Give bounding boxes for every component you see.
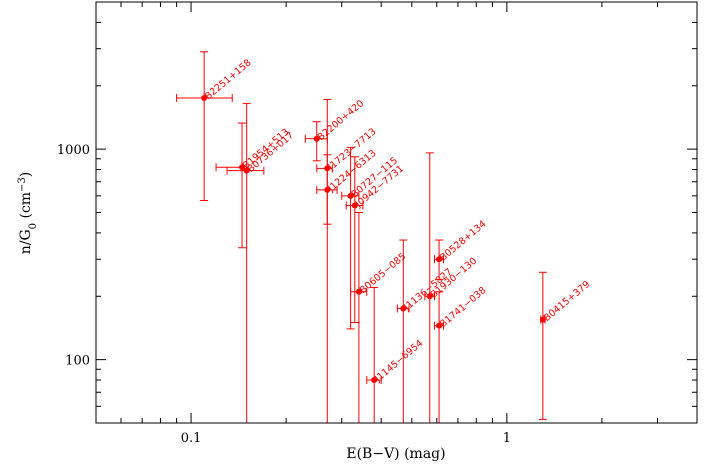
data-point xyxy=(436,256,443,263)
point-label: B2251+158 xyxy=(203,57,254,102)
point-label: B0528+134 xyxy=(438,219,489,264)
point-label: J1145−6954 xyxy=(372,338,425,385)
data-point xyxy=(324,186,331,193)
data-point xyxy=(539,316,546,323)
x-tick-label-0.1: 0.1 xyxy=(181,431,202,446)
y-tick-label-100: 100 xyxy=(65,354,90,369)
data-point xyxy=(243,167,250,174)
data-point xyxy=(426,293,433,300)
x-axis-label: E(B−V) (mag) xyxy=(346,446,445,462)
data-point xyxy=(355,288,362,295)
y-tick-label-1000: 1000 xyxy=(57,143,90,158)
data-point xyxy=(324,165,331,172)
point-label: B0605−085 xyxy=(358,251,409,296)
data-points xyxy=(201,94,546,384)
y-axis-label-sub: 0 xyxy=(28,223,39,229)
x-tick-label-1: 1 xyxy=(503,431,511,446)
data-point xyxy=(347,192,354,199)
data-point xyxy=(371,377,378,384)
y-axis-label-unit-sup: −3 xyxy=(17,177,28,192)
data-point xyxy=(201,94,208,101)
data-point xyxy=(351,202,358,209)
y-axis-label-unit: (cm xyxy=(18,192,34,223)
data-point xyxy=(313,135,320,142)
plot-frame xyxy=(95,1,698,424)
point-labels: B2251+158B1954+513B0736+017B2200+420J172… xyxy=(203,57,592,385)
data-point xyxy=(239,164,246,171)
y-axis-label-main: n/G xyxy=(18,229,34,254)
data-point xyxy=(436,322,443,329)
data-point xyxy=(400,305,407,312)
y-axis-label-unit-close: ) xyxy=(18,172,34,177)
y-axis-label: n/G0 (cm−3) xyxy=(17,172,39,255)
point-label: B0415+379 xyxy=(542,279,593,324)
